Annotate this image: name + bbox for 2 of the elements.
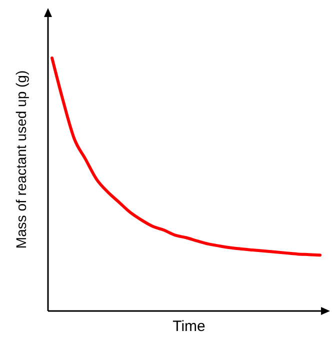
y-axis-title: Mass of reactant used up (g) bbox=[13, 70, 29, 249]
x-axis-title: Time bbox=[172, 318, 206, 335]
